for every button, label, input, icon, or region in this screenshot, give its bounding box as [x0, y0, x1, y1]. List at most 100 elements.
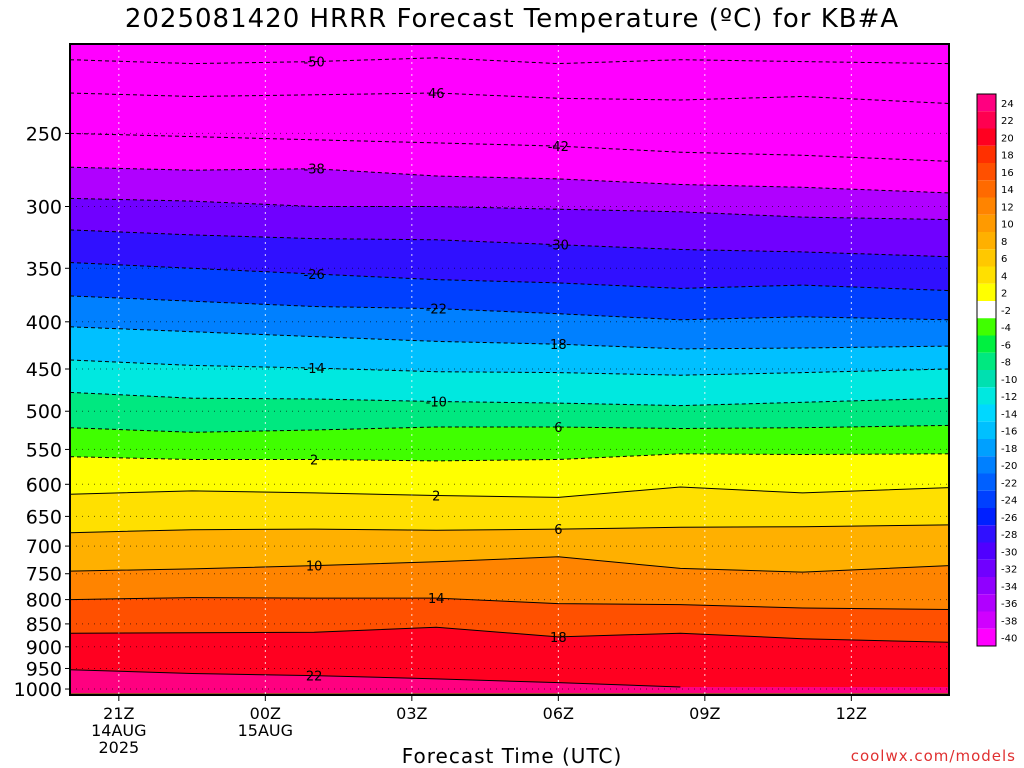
- y-tick-label: 600: [26, 474, 62, 496]
- colorbar-label: -16: [1001, 427, 1017, 438]
- colorbar-label: 22: [1001, 116, 1014, 127]
- isotherm-line: [70, 424, 949, 433]
- colorbar-swatch: [977, 542, 996, 560]
- colorbar-label: -24: [1001, 496, 1017, 507]
- isotherm-label: 2: [432, 490, 440, 505]
- colorbar-label: 20: [1001, 133, 1014, 144]
- isotherm-label: -42: [548, 140, 569, 155]
- colorbar-swatch: [977, 214, 996, 232]
- colorbar-label: -38: [1001, 616, 1017, 627]
- y-tick-label: 250: [26, 123, 62, 145]
- y-tick-label: 400: [26, 312, 62, 334]
- colorbar-swatch: [977, 387, 996, 405]
- isotherm-label: 18: [550, 338, 567, 353]
- isotherm-line: [70, 391, 949, 407]
- colorbar-swatch: [977, 439, 996, 457]
- colorbar-label: -8: [1001, 358, 1011, 369]
- isotherm-label: 22: [306, 670, 323, 685]
- y-tick-label: 700: [26, 536, 62, 558]
- y-tick-label: 350: [26, 258, 62, 280]
- y-tick-label: 450: [26, 359, 62, 381]
- isotherm-label: -14: [304, 362, 325, 377]
- x-tick-sublabel: 15AUG: [238, 721, 293, 740]
- colorbar-swatch: [977, 128, 996, 146]
- isotherm-line: [70, 326, 949, 350]
- colorbar-swatch: [977, 473, 996, 491]
- colorbar-label: 2: [1001, 289, 1007, 300]
- isotherm-line: [70, 486, 949, 498]
- band-22: [70, 669, 949, 695]
- colorbar-label: -20: [1001, 461, 1017, 472]
- credit-link[interactable]: coolwx.com/models: [850, 747, 1016, 765]
- colorbar-swatch: [977, 145, 996, 163]
- colorbar-label: -10: [1001, 375, 1017, 386]
- colorbar-swatch: [977, 628, 996, 646]
- colorbar-swatch: [977, 490, 996, 508]
- colorbar-label: -32: [1001, 565, 1017, 576]
- isotherm-label: 46: [428, 87, 445, 102]
- isotherm-label: -50: [304, 56, 325, 71]
- grid-lines: [70, 44, 949, 695]
- colorbar-swatch: [977, 594, 996, 612]
- isotherm-line: [70, 597, 949, 610]
- isotherm-line: [70, 453, 949, 462]
- colorbar-swatch: [977, 370, 996, 388]
- chart-title: 2025081420 HRRR Forecast Temperature (ºC…: [124, 4, 900, 34]
- colorbar-label: -36: [1001, 599, 1017, 610]
- colorbar-label: 14: [1001, 185, 1014, 196]
- colorbar-label: 24: [1001, 99, 1014, 110]
- colorbar-label: -12: [1001, 392, 1017, 403]
- colorbar-label: -22: [1001, 478, 1017, 489]
- isotherm-line: [70, 229, 949, 258]
- colorbar-label: -34: [1001, 582, 1017, 593]
- x-tick-sublabel: 2025: [98, 738, 139, 757]
- y-tick-label: 1000: [14, 679, 62, 701]
- x-tick-label: 00Z: [250, 704, 281, 723]
- colorbar-swatch: [977, 318, 996, 336]
- isotherm-line: [70, 524, 949, 534]
- y-tick-label: 650: [26, 506, 62, 528]
- x-axis-title: Forecast Time (UTC): [401, 744, 623, 768]
- colorbar-label: 18: [1001, 151, 1014, 162]
- colorbar-swatch: [977, 301, 996, 319]
- isotherm-line: [70, 132, 949, 162]
- colorbar-swatch: [977, 335, 996, 353]
- isotherm-label: 2: [310, 454, 318, 469]
- colorbar-label: 8: [1001, 237, 1007, 248]
- colorbar-frame: [976, 93, 997, 647]
- isotherm-line: [70, 166, 949, 194]
- colorbar-swatch: [977, 111, 996, 129]
- colorbar-label: -14: [1001, 409, 1017, 420]
- isotherm-label: 18: [550, 631, 567, 646]
- isotherm-label: -26: [304, 268, 325, 283]
- x-tick-label: 12Z: [836, 704, 867, 723]
- colorbar-label: -30: [1001, 547, 1017, 558]
- colorbar-label: 6: [1001, 254, 1007, 265]
- isotherm-line: [70, 92, 949, 104]
- colorbar-swatch: [977, 197, 996, 215]
- colorbar-swatch: [977, 249, 996, 267]
- colorbar-swatch: [977, 180, 996, 198]
- y-tick-label: 750: [26, 564, 62, 586]
- colorbar-label: -40: [1001, 634, 1017, 645]
- temperature-bands: [70, 44, 949, 695]
- colorbar-label: -18: [1001, 444, 1017, 455]
- isotherm-line: [70, 262, 949, 292]
- x-tick-sublabel: 14AUG: [91, 721, 146, 740]
- colorbar-swatch: [977, 232, 996, 250]
- isotherm-line: [70, 626, 949, 643]
- y-tick-label: 800: [26, 590, 62, 612]
- y-tick-label: 300: [26, 197, 62, 219]
- isotherm-label: -10: [426, 395, 447, 410]
- isotherm-label: 6: [554, 523, 562, 538]
- colorbar-label: -4: [1001, 323, 1011, 334]
- pressure-axis: 2503003504004505005506006507007508008509…: [14, 123, 70, 701]
- colorbar-label: 4: [1001, 271, 1007, 282]
- colorbar-swatch: [977, 525, 996, 543]
- isotherm-label: -38: [304, 163, 325, 178]
- colorbar-label: -2: [1001, 306, 1011, 317]
- x-tick-label: 21Z: [103, 704, 134, 723]
- colorbar-label: 16: [1001, 168, 1014, 179]
